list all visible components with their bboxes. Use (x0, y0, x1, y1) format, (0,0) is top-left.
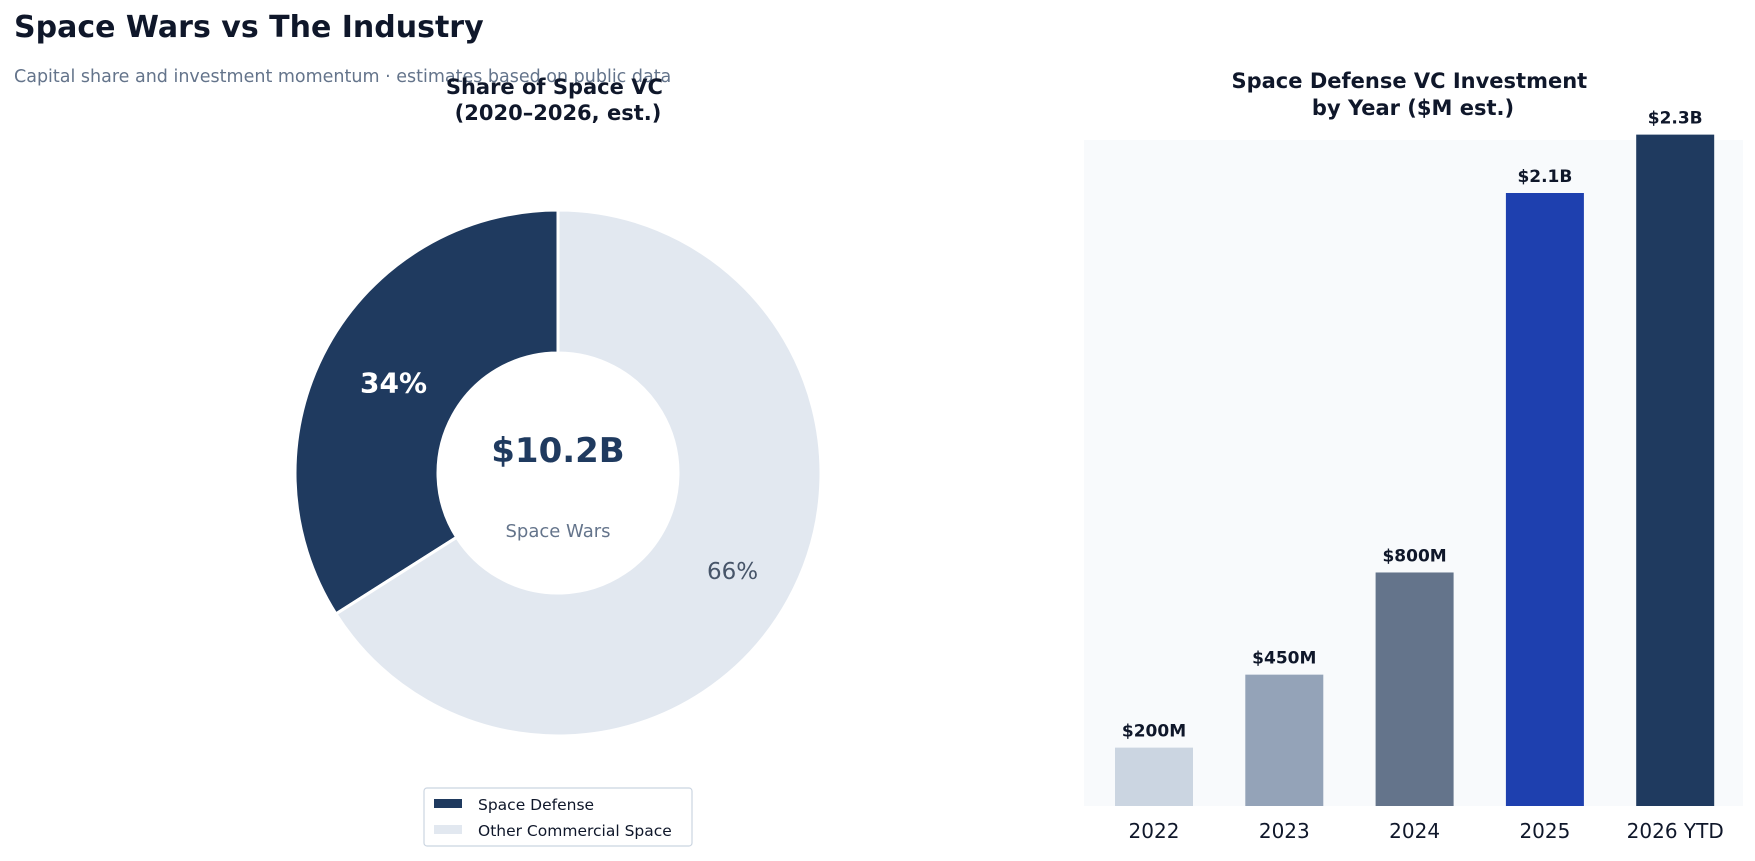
slice-label-other-commercial-space: 66% (707, 559, 758, 585)
legend-label-other-commercial-space: Other Commercial Space (478, 822, 672, 840)
bar-chart-title-line: Space Defense VC Investment (1231, 69, 1587, 93)
bar-value-label: $2.1B (1517, 167, 1572, 187)
bar-chart: Space Defense VC Investment by Year ($M … (1084, 69, 1743, 843)
donut-slice-other-commercial-space (333, 208, 823, 738)
donut-title-line: (2020–2026, est.) (455, 101, 662, 125)
bar-2025 (1505, 193, 1584, 806)
donut-slice-space-defense (293, 208, 560, 616)
x-tick-label: 2024 (1389, 819, 1440, 843)
bar-2026-ytd (1636, 134, 1715, 807)
bar-chart-title: Space Defense VC Investment by Year ($M … (1231, 69, 1594, 120)
legend-swatch-space-defense (434, 799, 462, 808)
donut-title: Share of Space VC (2020–2026, est.) (446, 75, 670, 125)
bar-value-label: $200M (1122, 722, 1186, 742)
donut-center-value: $10.2B (491, 431, 624, 471)
bar-2023 (1245, 674, 1324, 806)
x-tick-label: 2026 YTD (1627, 819, 1724, 843)
x-tick-label: 2022 (1129, 819, 1180, 843)
bar-chart-title-line: by Year ($M est.) (1312, 96, 1514, 120)
donut-legend: Space Defense Other Commercial Space (423, 787, 693, 847)
bar-marks: $200M 2022 $450M 2023 $800M 2024 $2.1B 2025 $2.3… (1115, 109, 1724, 843)
x-tick-label: 2023 (1259, 819, 1310, 843)
bar-value-label: $2.3B (1648, 109, 1703, 129)
legend-swatch-other-commercial-space (434, 825, 462, 834)
bar-2024 (1375, 572, 1454, 806)
page-subtitle: Capital share and investment momentum · … (14, 67, 671, 87)
legend-label-space-defense: Space Defense (478, 796, 594, 814)
donut-title-line: Share of Space VC (446, 75, 663, 99)
page-title: Space Wars vs The Industry (14, 10, 484, 45)
bar-value-label: $450M (1252, 649, 1316, 669)
slice-label-space-defense: 34% (360, 367, 427, 400)
donut-slices (293, 208, 823, 738)
x-tick-label: 2025 (1519, 819, 1570, 843)
bar-2022 (1115, 747, 1193, 806)
legend-frame (423, 787, 693, 847)
bar-value-label: $800M (1382, 546, 1446, 566)
donut-chart: Share of Space VC (2020–2026, est.) $10.… (293, 75, 823, 847)
donut-center-label: Space Wars (505, 521, 610, 542)
